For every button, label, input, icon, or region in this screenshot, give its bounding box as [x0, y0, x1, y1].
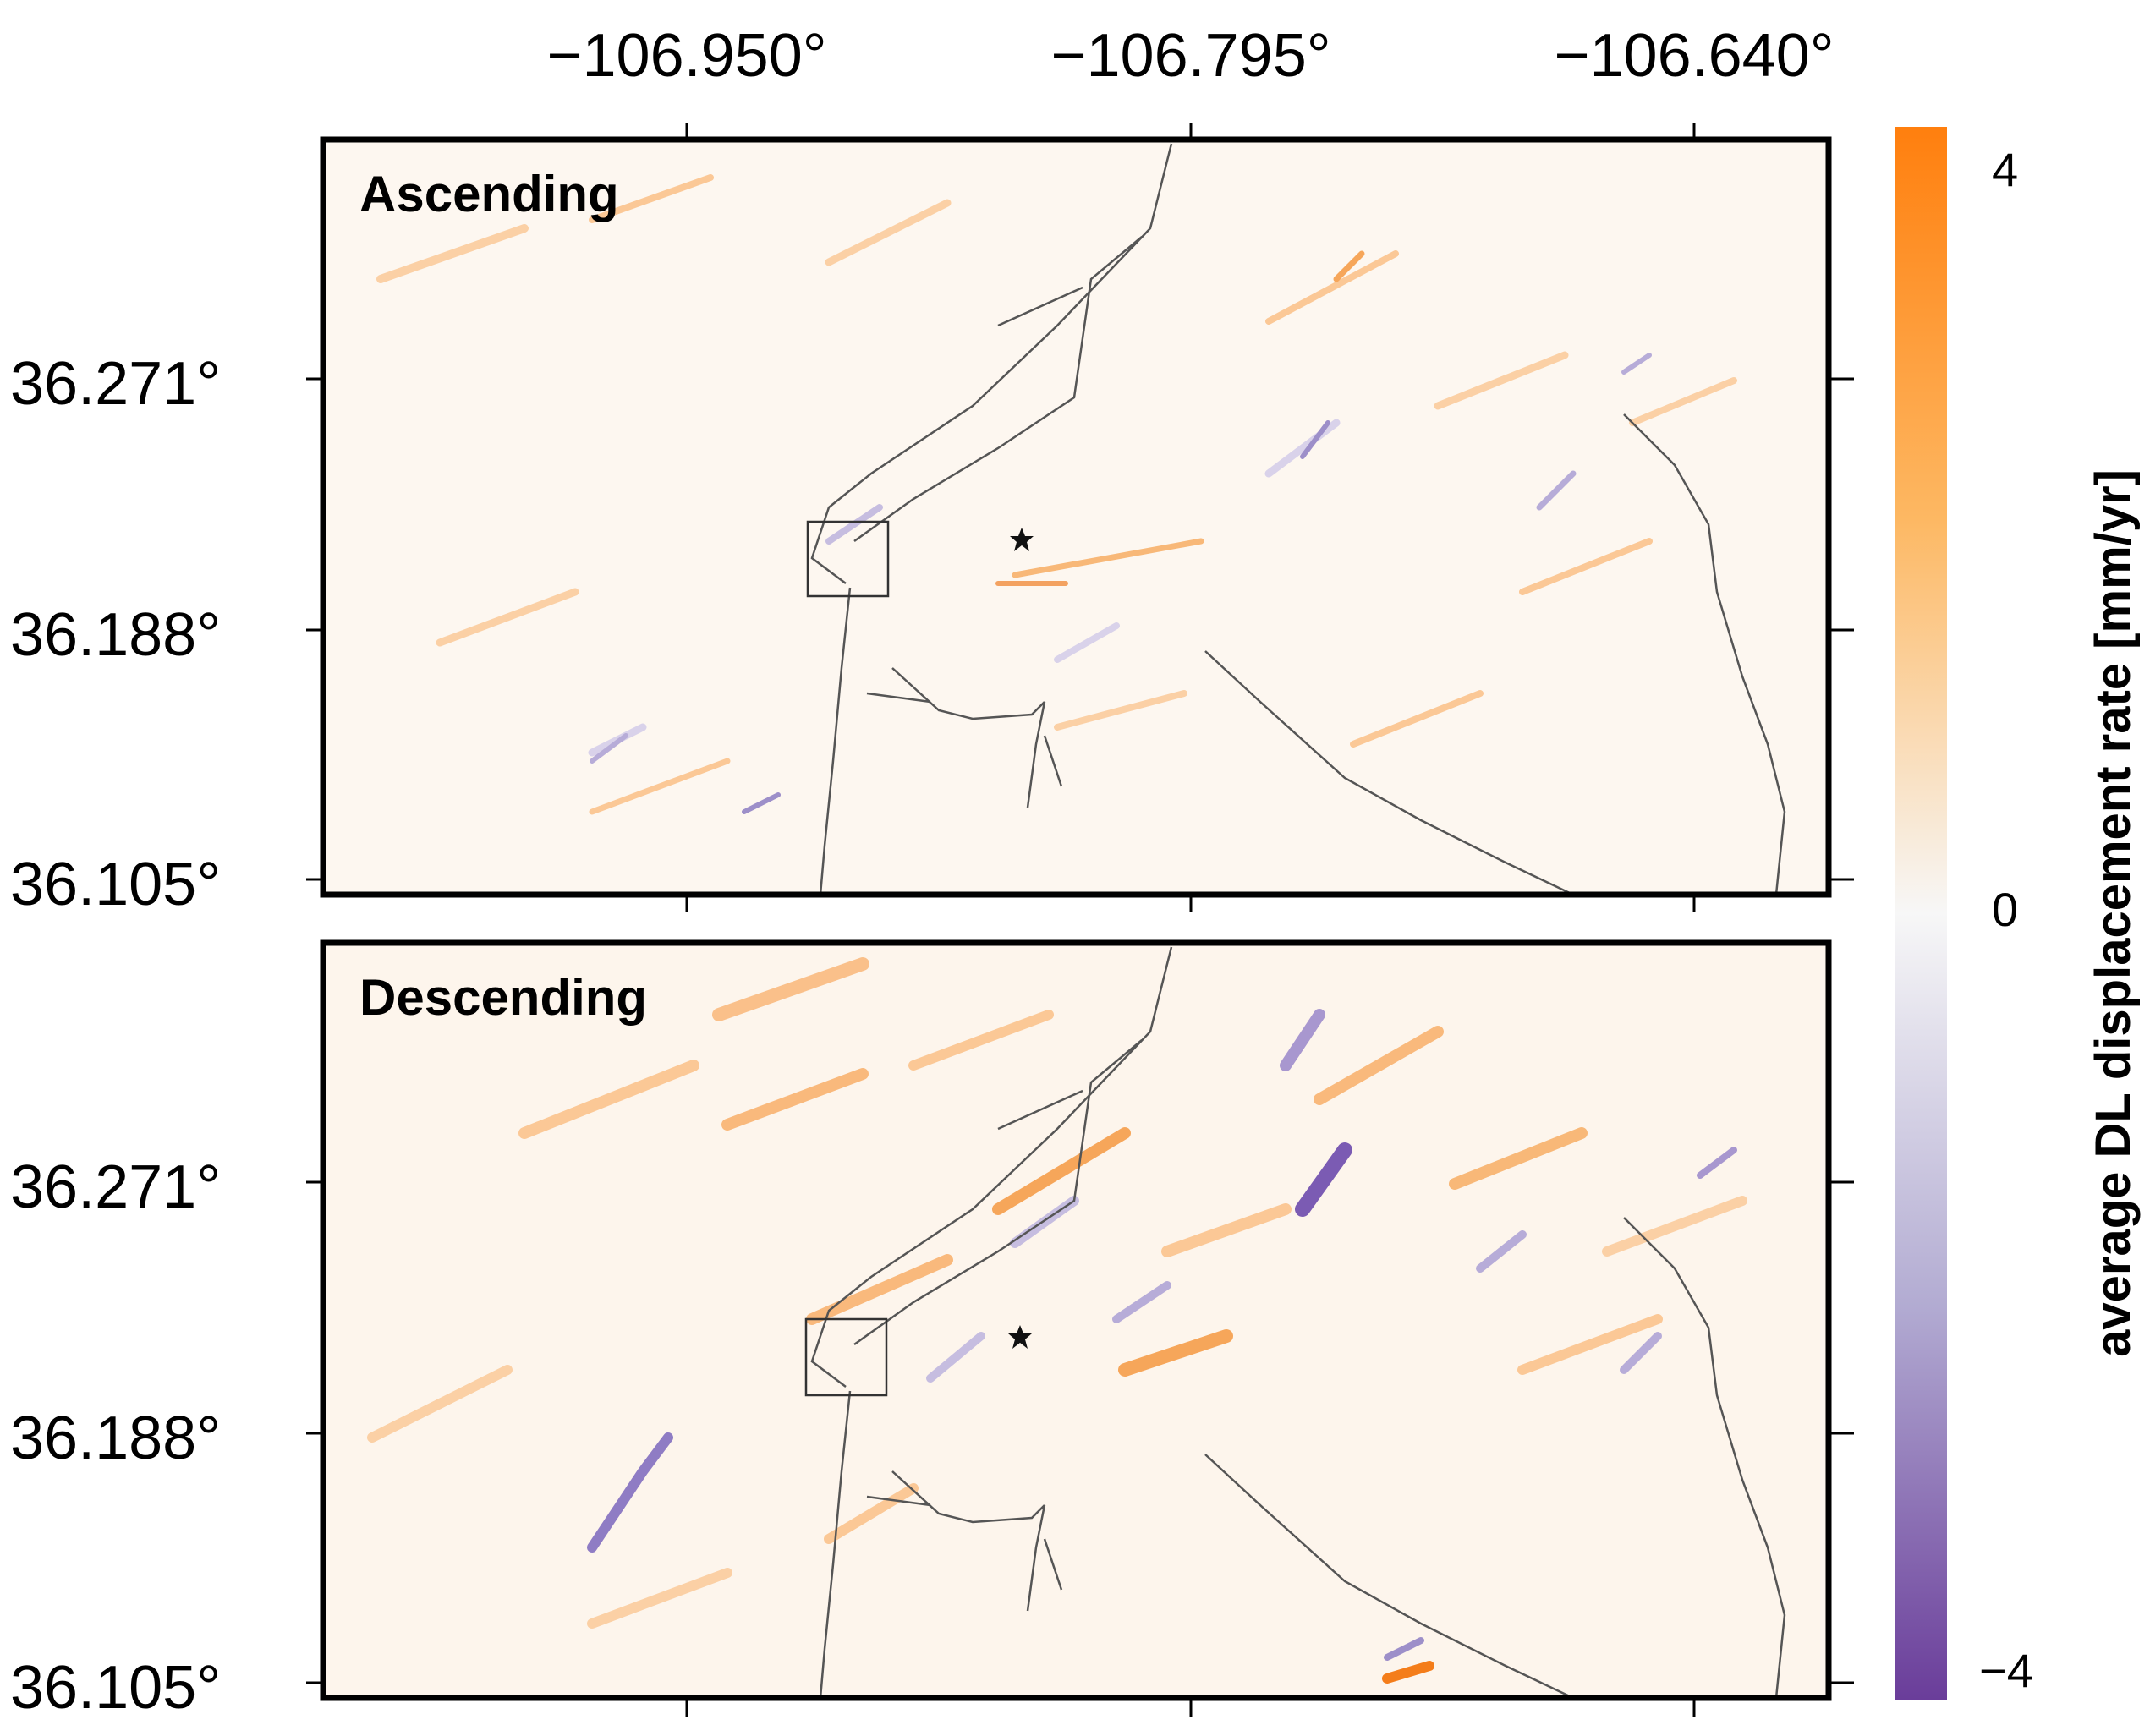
lon-tick-label: −106.640° — [1554, 22, 1834, 90]
panel-ascending-title: Ascending — [359, 166, 619, 222]
star-icon — [1010, 528, 1034, 551]
lat-tick-label: 36.105° — [10, 1654, 221, 1722]
panel-descending-ticks — [306, 895, 1854, 1717]
colorbar-title: average DL displacement rate [mm/yr] — [2086, 469, 2141, 1357]
lat-tick-label: 36.105° — [10, 851, 221, 918]
lat-tick-label: 36.188° — [10, 1405, 221, 1472]
panel-descending-title: Descending — [359, 969, 647, 1026]
lon-tick-label: −106.795° — [1050, 22, 1330, 90]
colorbar-tick-max: 4 — [1992, 143, 2018, 196]
panel-descending-faults — [810, 946, 1786, 1700]
star-icon — [1008, 1325, 1032, 1349]
inset-box — [804, 1317, 888, 1397]
colorbar-gradient — [1895, 127, 1947, 1700]
panel-ascending-faults — [810, 143, 1786, 896]
panel-ascending: Ascending 36.271° 36.188° 36.105° — [10, 123, 1854, 918]
panel-ascending-background — [323, 140, 1829, 895]
panel-descending-frame — [320, 939, 1832, 1701]
inset-box — [806, 520, 890, 598]
lon-tick-labels-top: −106.950° −106.795° −106.640° — [546, 22, 1834, 90]
lat-tick-label: 36.271° — [10, 1153, 221, 1221]
colorbar: 4 0 −4 average DL displacement rate [mm/… — [1895, 127, 2141, 1700]
panel-ascending-displacement-field — [376, 174, 1737, 815]
panel-descending: Descending 36.271° 36.188° 36.105° — [10, 895, 1854, 1722]
lon-tick-label: −106.950° — [546, 22, 826, 90]
lat-tick-label: 36.188° — [10, 601, 221, 669]
panel-descending-displacement-field — [367, 957, 1747, 1684]
lat-tick-label: 36.271° — [10, 350, 221, 418]
panel-ascending-frame — [320, 136, 1832, 898]
panel-descending-background — [323, 943, 1829, 1698]
colorbar-tick-min: −4 — [1979, 1644, 2033, 1697]
panel-ascending-ticks — [306, 123, 1854, 881]
colorbar-tick-zero: 0 — [1992, 883, 2018, 936]
